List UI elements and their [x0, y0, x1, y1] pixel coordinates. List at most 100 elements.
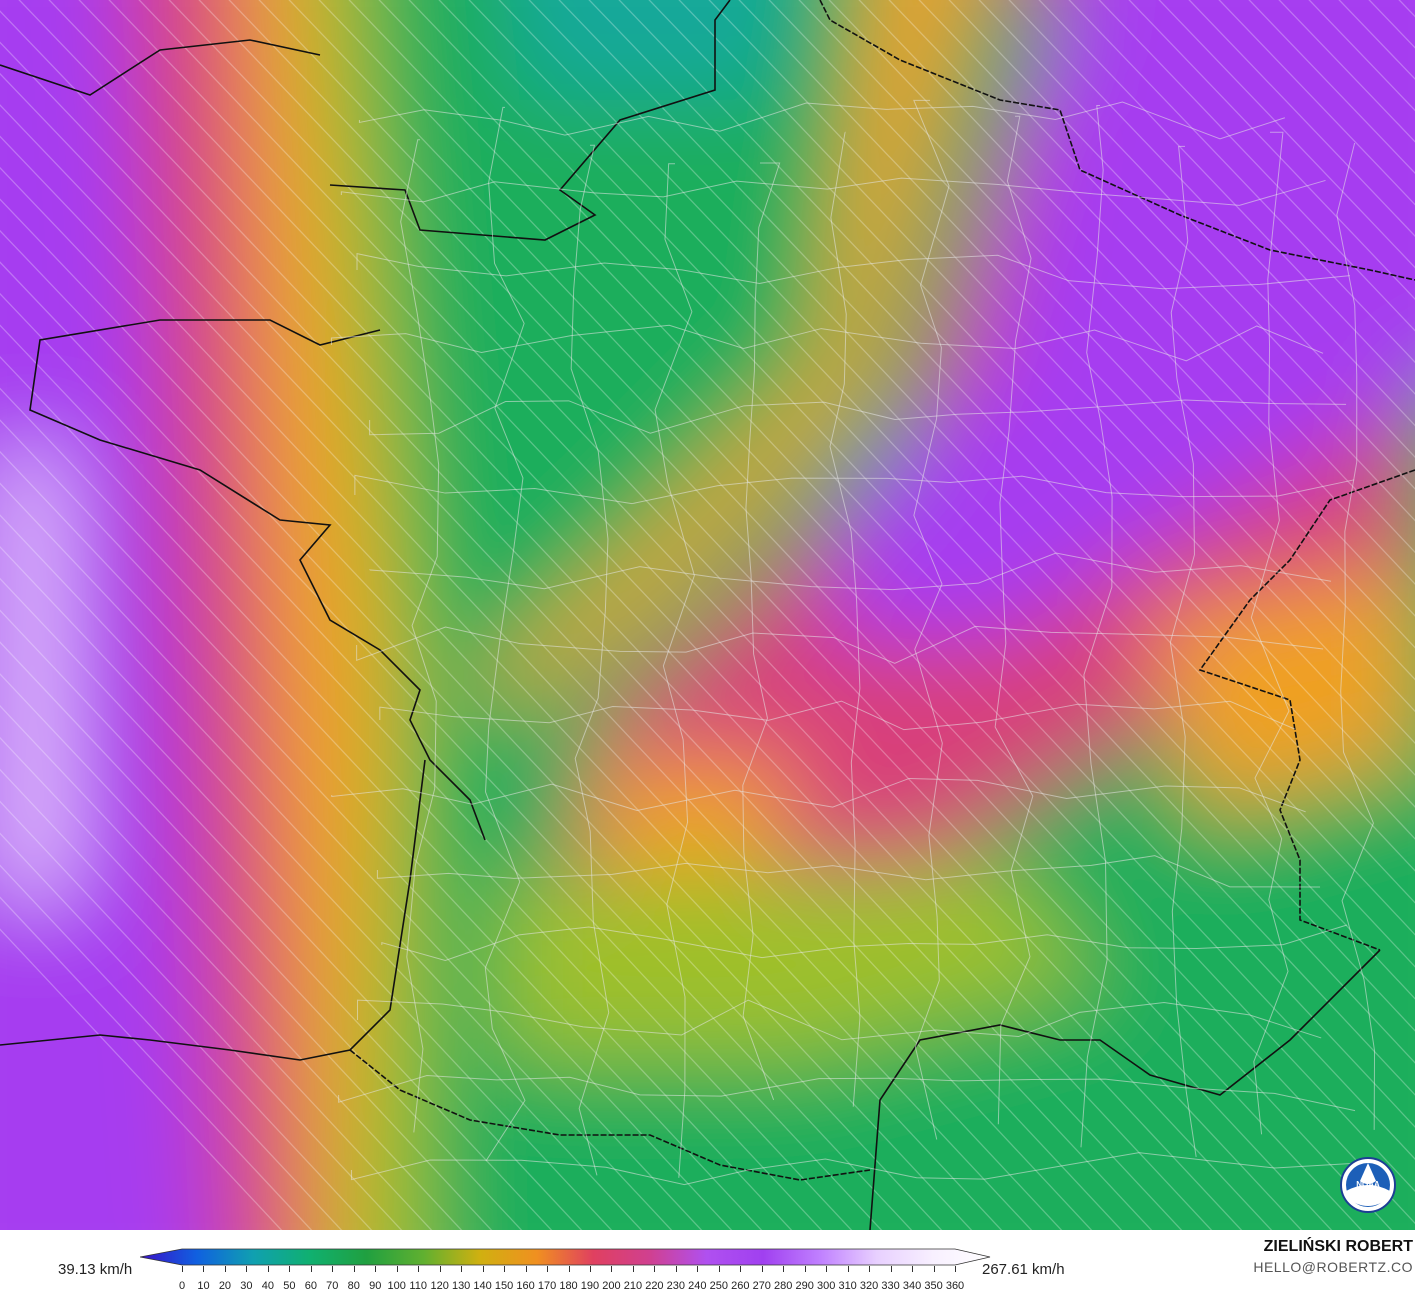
colorbar-tick-label: 270 — [752, 1280, 771, 1292]
colorbar-tick-mark — [224, 1266, 226, 1272]
streamline — [1188, 0, 1415, 237]
streamline — [618, 0, 1415, 840]
streamline — [408, 0, 1415, 1064]
department-border — [484, 106, 526, 1162]
colorbar-tick-label: 180 — [559, 1280, 578, 1292]
colorbar-tick-mark — [246, 1266, 248, 1272]
wind-speed-field — [0, 0, 1415, 1230]
streamline — [0, 0, 1050, 1230]
colorbar-tick-label: 140 — [473, 1280, 492, 1292]
streamline — [0, 0, 1020, 1230]
department-border — [356, 625, 1324, 664]
colorbar-tick-mark — [611, 1266, 613, 1272]
colorbar-tick-mark — [332, 1266, 334, 1272]
colorbar-tick-mark — [869, 1266, 871, 1272]
streamline — [0, 641, 553, 1230]
colorbar-tick-mark — [589, 1266, 591, 1272]
colorbar-tick-mark — [697, 1266, 699, 1272]
streamline — [888, 0, 1415, 554]
colorbar-tick-label: 60 — [304, 1280, 317, 1292]
coastline — [0, 0, 1381, 1230]
department-border — [357, 999, 1322, 1041]
department-border — [340, 177, 1326, 206]
colorbar-tick-mark — [761, 1266, 763, 1272]
streamline — [0, 0, 1200, 1230]
colorbar-tick-mark — [461, 1266, 463, 1272]
colorbar-tick-label: 0 — [178, 1280, 186, 1292]
colorbar-tick-label: 300 — [816, 1280, 836, 1292]
streamline — [198, 0, 1363, 1230]
streamline — [1008, 0, 1415, 427]
streamline — [228, 0, 1393, 1230]
streamline — [0, 0, 960, 1230]
department-border — [1250, 131, 1290, 1135]
streamline — [0, 864, 343, 1230]
streamline — [1218, 0, 1415, 206]
streamline — [168, 0, 1333, 1230]
department-border — [1336, 143, 1376, 1130]
colorbar-tick-label: 280 — [774, 1280, 793, 1292]
colorbar-tick-label: 20 — [218, 1280, 232, 1292]
streamline — [948, 0, 1415, 490]
colorbar-tick-label: 30 — [240, 1280, 253, 1292]
colorbar-tick-mark — [890, 1266, 892, 1272]
streamline — [0, 577, 613, 1230]
streamline — [438, 0, 1415, 1032]
streamline — [0, 736, 463, 1230]
streamline — [0, 704, 493, 1230]
colorbar-tick-mark — [504, 1266, 506, 1272]
department-border — [338, 1075, 1356, 1112]
streamline — [108, 0, 1273, 1230]
colorbar-tick-label: 170 — [537, 1280, 557, 1292]
colorbar-tick-label: 240 — [688, 1280, 707, 1292]
colorbar-tick-label: 330 — [881, 1280, 900, 1292]
streamline — [0, 514, 673, 1230]
colorbar-tick-mark — [804, 1266, 806, 1272]
department-border — [1080, 104, 1113, 1148]
borders — [0, 0, 1415, 1230]
streamline — [48, 0, 1213, 1230]
colorbar-tick-label: 310 — [838, 1280, 857, 1292]
colorbar-tick-mark — [547, 1266, 549, 1272]
colorbar-tick-label: 260 — [731, 1280, 750, 1292]
colorbar-tick-label: 360 — [945, 1280, 965, 1292]
streamline — [0, 482, 703, 1230]
legend-min-label: 39.13 km/h — [58, 1261, 133, 1278]
colorbar-tick-label: 40 — [261, 1280, 274, 1292]
streamline — [978, 0, 1415, 459]
colorbar-tick-mark — [718, 1266, 720, 1272]
streamline — [0, 0, 1080, 1230]
colorbar-tick-label: 100 — [387, 1280, 406, 1292]
colorbar-tick-mark — [353, 1266, 355, 1272]
colorbar-tick-label: 50 — [283, 1280, 296, 1292]
colorbar — [140, 1248, 991, 1266]
colorbar-tick-label: 190 — [580, 1280, 600, 1292]
noaa-logo: NOAA — [1340, 1157, 1396, 1213]
department-border — [742, 162, 781, 1101]
wind-speed-map[interactable] — [0, 0, 1415, 1230]
department-border — [379, 700, 1296, 731]
streamline — [1038, 0, 1415, 395]
streamline — [528, 0, 1415, 936]
colorbar-tick-label: 80 — [347, 1280, 360, 1292]
colorbar-tick-mark — [933, 1266, 935, 1272]
streamline — [858, 0, 1415, 585]
colorbar-tick-mark — [783, 1266, 785, 1272]
department-border — [369, 552, 1332, 591]
department-border — [913, 99, 950, 1140]
colorbar-tick-label: 200 — [602, 1280, 621, 1292]
streamline — [0, 673, 523, 1230]
streamline — [678, 0, 1415, 776]
legend-max-label: 267.61 km/h — [982, 1261, 1065, 1278]
wind-streamlines — [0, 0, 1415, 1230]
colorbar-tick-mark — [418, 1266, 420, 1272]
streamline — [918, 0, 1415, 522]
colorbar-tick-label: 160 — [516, 1280, 535, 1292]
author-email[interactable]: HELLO@ROBERTZ.CO — [1253, 1259, 1413, 1275]
colorbar-tick-label: 290 — [795, 1280, 814, 1292]
colorbar-tick-label: 220 — [645, 1280, 664, 1292]
national-border — [349, 0, 1415, 1181]
colorbar-tick-label: 120 — [430, 1280, 449, 1292]
department-border — [376, 855, 1321, 888]
streamline — [768, 0, 1415, 681]
